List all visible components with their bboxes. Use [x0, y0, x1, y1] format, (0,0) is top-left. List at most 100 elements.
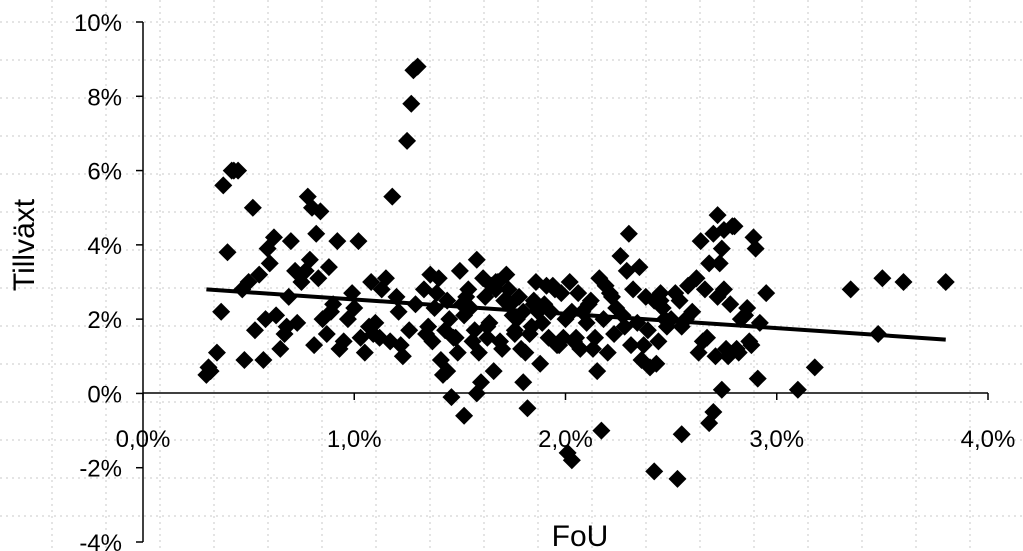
data-point	[600, 284, 619, 303]
trendline	[206, 287, 946, 342]
data-point	[545, 280, 564, 299]
data-point	[402, 94, 421, 113]
data-point	[307, 224, 326, 243]
data-point	[638, 321, 657, 340]
data-point	[710, 254, 729, 273]
x-axis-title: FoU	[552, 520, 609, 551]
data-point	[592, 421, 611, 440]
data-point	[355, 343, 374, 362]
data-point	[512, 339, 531, 358]
y-tick-label: -2%	[79, 456, 122, 483]
data-point	[311, 202, 330, 221]
y-tick-label: 10%	[74, 10, 122, 37]
data-point	[605, 325, 624, 343]
data-point	[936, 273, 955, 291]
data-point	[651, 284, 670, 303]
data-point	[349, 232, 368, 251]
y-tick-label: 0%	[87, 381, 122, 408]
data-point	[520, 325, 539, 343]
data-point	[841, 280, 860, 299]
data-point	[598, 343, 617, 362]
data-point	[254, 351, 273, 369]
data-point	[455, 406, 474, 425]
data-point	[245, 321, 264, 340]
data-point	[524, 295, 543, 314]
data-point	[687, 269, 706, 288]
data-point	[271, 339, 290, 358]
data-point	[634, 336, 653, 355]
data-point	[281, 232, 300, 251]
data-points	[197, 57, 955, 488]
data-point	[448, 343, 467, 362]
data-point	[788, 380, 807, 399]
y-tick-label: -4%	[79, 530, 122, 551]
data-point	[619, 224, 638, 243]
data-point	[486, 280, 505, 299]
data-point	[714, 280, 733, 299]
data-point	[567, 328, 586, 347]
data-point	[746, 239, 765, 258]
data-point	[319, 258, 338, 277]
data-point	[478, 317, 497, 336]
data-point	[381, 332, 400, 351]
data-point	[531, 354, 550, 373]
data-point	[199, 358, 218, 377]
data-point	[393, 347, 412, 366]
data-point	[328, 232, 347, 251]
data-point	[383, 187, 402, 206]
data-point	[444, 328, 463, 347]
data-point	[873, 269, 892, 288]
data-point	[894, 273, 913, 291]
data-point	[505, 321, 524, 340]
data-point	[562, 451, 581, 470]
y-tick-label: 4%	[87, 233, 122, 260]
data-point	[569, 284, 588, 303]
data-point	[695, 280, 714, 299]
data-point	[207, 343, 226, 362]
y-tick-label: 6%	[87, 159, 122, 186]
data-point	[577, 313, 596, 332]
data-point	[288, 313, 307, 332]
data-point	[214, 176, 233, 195]
data-point	[647, 354, 666, 373]
data-point	[668, 469, 687, 488]
data-point	[224, 161, 243, 180]
data-point	[583, 339, 602, 358]
tick-labels: 10%8%6%4%2%0%-2%-4%0,0% 1,0% 2,0% 3,0% 4,0%	[74, 10, 1015, 551]
data-point	[805, 358, 824, 377]
data-point	[744, 228, 763, 247]
data-point	[235, 351, 254, 369]
x-tick-label: 3,0%	[749, 426, 804, 453]
data-point	[617, 261, 636, 280]
data-point	[645, 462, 664, 481]
data-point	[467, 250, 486, 269]
data-point	[649, 332, 668, 351]
data-point	[518, 399, 537, 418]
data-point	[621, 336, 640, 355]
data-point	[560, 273, 579, 291]
data-point	[330, 339, 349, 358]
data-point	[442, 388, 461, 407]
data-point	[484, 362, 503, 381]
data-point	[364, 325, 383, 343]
data-point	[305, 336, 324, 355]
data-point	[218, 243, 237, 262]
data-point	[738, 299, 757, 317]
data-point	[719, 347, 738, 366]
data-point	[427, 284, 446, 303]
data-point	[309, 269, 328, 288]
data-point	[579, 295, 598, 314]
data-point	[708, 206, 727, 225]
data-point	[260, 254, 279, 273]
data-point	[338, 310, 357, 329]
data-point	[467, 384, 486, 403]
data-point	[740, 332, 759, 351]
data-point	[317, 325, 336, 343]
data-point	[757, 284, 776, 303]
data-point	[700, 254, 719, 273]
data-point	[624, 280, 643, 299]
data-point	[478, 328, 497, 347]
data-point	[691, 232, 710, 251]
x-tick-label: 0,0%	[116, 426, 171, 453]
